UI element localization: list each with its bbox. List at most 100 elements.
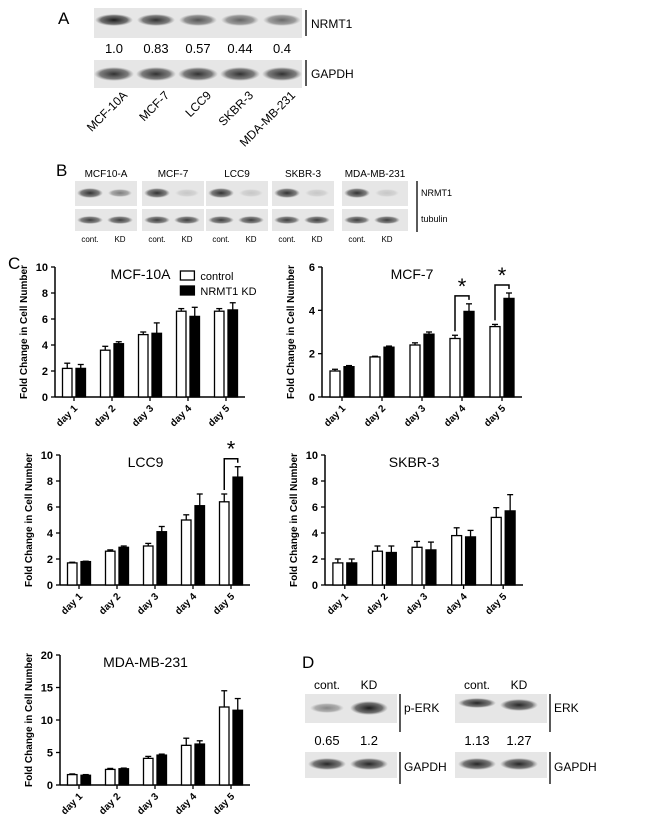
legend-swatch: [179, 285, 196, 296]
bar-knockdown: [383, 346, 395, 398]
band: [344, 188, 370, 198]
y-axis-label: Fold Change in Cell Number: [289, 453, 300, 587]
bar-knockdown: [80, 560, 92, 586]
chart-title: MCF-7: [391, 266, 434, 282]
x-tick-label: day 4: [173, 791, 199, 817]
cell-line-label: SKBR-3: [285, 169, 322, 180]
bar-knockdown: [80, 774, 92, 786]
x-tick-label: day 5: [206, 403, 232, 429]
bar-knockdown: [118, 768, 130, 786]
bar-control: [137, 333, 149, 398]
x-tick-label: day 4: [168, 403, 194, 429]
y-tick-label: 5: [47, 748, 53, 760]
band: [208, 216, 234, 224]
y-tick-label: 4: [42, 340, 49, 352]
band: [458, 758, 496, 770]
bar-knockdown: [194, 505, 206, 586]
panel-label-d: D: [302, 653, 314, 672]
bar-knockdown: [75, 367, 87, 398]
band: [137, 14, 175, 26]
x-tick-label: day 3: [135, 591, 161, 617]
y-tick-label: 8: [312, 476, 318, 488]
x-tick-label: day 4: [173, 591, 199, 617]
lane-label: LCC9: [183, 88, 215, 120]
bar-control: [213, 310, 225, 398]
bar-knockdown: [232, 709, 244, 786]
quantification-value: 1.2: [360, 733, 378, 748]
bar-control: [411, 546, 423, 586]
band: [108, 189, 132, 197]
y-axis-label: Fold Change in Cell Number: [19, 265, 30, 399]
band: [274, 188, 300, 198]
significance-bracket: [223, 457, 239, 490]
bar-knockdown: [423, 333, 435, 398]
y-axis-label: Fold Change in Cell Number: [286, 265, 297, 399]
chart-title: SKBR-3: [389, 454, 440, 470]
band: [144, 216, 170, 224]
lane-label: KD: [511, 678, 528, 692]
tubulin-blot: [142, 209, 204, 231]
band: [179, 14, 217, 26]
x-tick-label: day 1: [59, 591, 85, 617]
y-tick-label: 10: [41, 450, 53, 462]
lane-label: SKBR-3: [216, 88, 257, 129]
legend-label: control: [200, 271, 233, 283]
x-tick-label: day 3: [130, 403, 156, 429]
x-tick-label: day 5: [482, 403, 508, 429]
tubulin-blot: [206, 209, 268, 231]
significance-star: *: [227, 437, 236, 462]
bar-control: [175, 310, 187, 398]
band: [144, 188, 170, 198]
panel-label-a: A: [58, 9, 70, 28]
band: [304, 216, 330, 224]
significance-bracket: [454, 295, 470, 332]
nrmt1-label: NRMT1: [421, 188, 452, 198]
y-axis-label: Fold Change in Cell Number: [24, 653, 35, 787]
panel-label-b: B: [56, 161, 67, 180]
bar-control: [104, 550, 116, 586]
quantification-value: 1.27: [506, 733, 531, 748]
lane-label: KD: [245, 235, 256, 244]
bar-knockdown: [343, 366, 355, 398]
chart-title: MCF-10A: [111, 266, 172, 282]
bar-control: [451, 534, 463, 586]
gapdh-label: GAPDH: [311, 67, 354, 81]
y-tick-label: 8: [42, 288, 48, 300]
band: [221, 14, 259, 26]
quantification-value: 0.83: [143, 41, 168, 56]
quantification-value: 0.57: [185, 41, 210, 56]
significance-bracket: [494, 284, 510, 321]
bar-knockdown: [346, 562, 358, 586]
x-tick-label: day 1: [322, 403, 348, 429]
bar-knockdown: [504, 510, 516, 586]
x-tick-label: day 2: [97, 791, 123, 817]
bar-knockdown: [503, 297, 515, 398]
band: [107, 216, 133, 224]
bar-knockdown: [464, 536, 477, 586]
bar-knockdown: [113, 343, 125, 398]
bar-control: [66, 562, 78, 586]
bar-control: [99, 349, 111, 398]
lane-label: KD: [181, 235, 192, 244]
y-tick-label: 6: [312, 502, 318, 514]
nrmt1-label: NRMT1: [311, 17, 353, 31]
band: [95, 14, 133, 26]
bar-knockdown: [156, 754, 168, 786]
tubulin-label: tubulin: [421, 214, 448, 224]
bar-control: [180, 519, 192, 586]
bar-knockdown: [425, 549, 437, 586]
bar-knockdown: [189, 315, 201, 398]
chart-skbr-3: 0 2 4 6 8 10 Fold Change in Cell Number SKBR-3 d…: [289, 450, 523, 617]
lane-label: cont.: [314, 678, 340, 692]
y-tick-label: 6: [47, 502, 53, 514]
bar-control: [369, 356, 381, 398]
chart-title: MDA-MB-231: [103, 654, 188, 670]
lane-label: cont.: [278, 235, 295, 244]
band: [310, 703, 344, 713]
bar-knockdown: [194, 743, 206, 786]
cell-line-label: LCC9: [224, 169, 250, 180]
band: [175, 189, 199, 197]
y-tick-label: 15: [41, 683, 53, 695]
